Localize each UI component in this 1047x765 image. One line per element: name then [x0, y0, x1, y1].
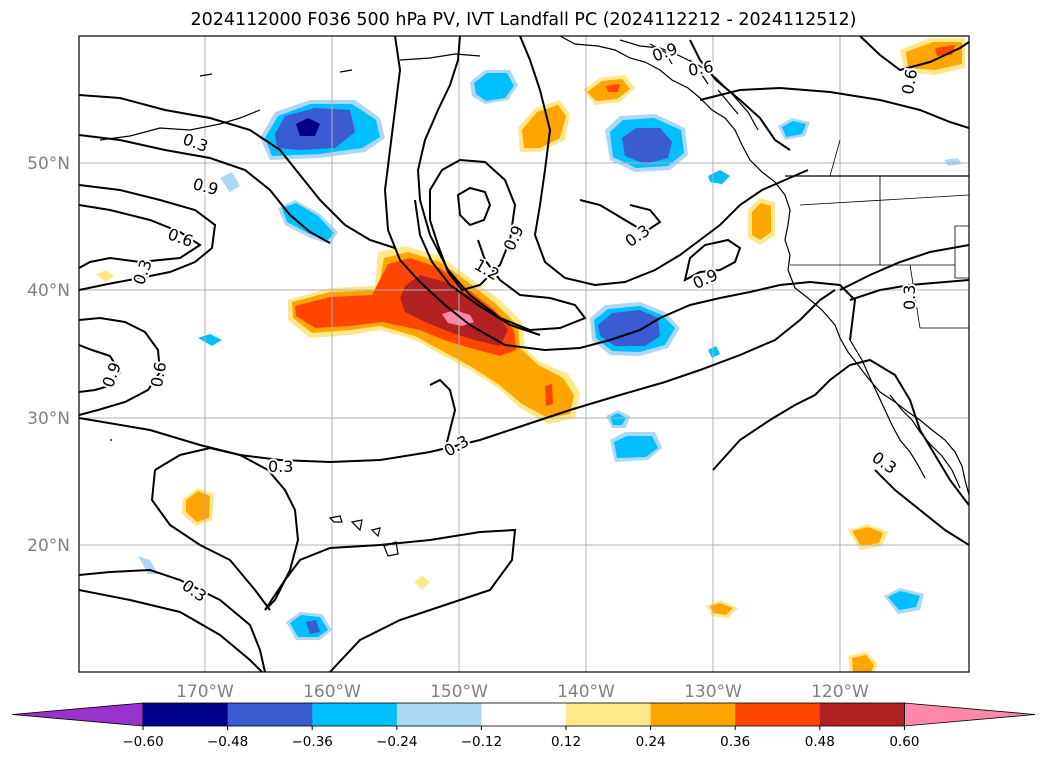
colorbar-bin	[819, 703, 905, 726]
colorbar-tick-label: 0.48	[805, 734, 835, 750]
colorbar-tick-label: −0.36	[292, 734, 333, 750]
colorbar-bin	[481, 703, 567, 726]
lat-label: 50°N	[27, 154, 70, 174]
contour-label: 0.3	[268, 457, 293, 476]
colorbar-tick-label: −0.12	[461, 734, 502, 750]
colorbar-bin	[566, 703, 652, 726]
colorbar-bin	[650, 703, 736, 726]
coastlines	[99, 36, 969, 557]
pv-contours	[79, 36, 969, 672]
colorbar-outline	[142, 702, 905, 727]
colorbar-tick-label: 0.24	[636, 734, 666, 750]
colorbar-tick-label: −0.48	[207, 734, 248, 750]
colorbar-bin	[396, 703, 482, 726]
longitude-labels: 170°W 160°W 150°W 140°W 130°W 120°W	[176, 682, 869, 702]
contour-label: 0.3	[900, 285, 919, 310]
negative-patches	[138, 70, 962, 640]
colorbar-tick-label: 0.60	[889, 734, 919, 750]
lon-label: 170°W	[176, 682, 234, 702]
lat-label: 30°N	[27, 409, 70, 429]
colorbar-bin	[227, 703, 313, 726]
colorbar-bin	[312, 703, 398, 726]
gridlines	[79, 36, 969, 672]
colorbar-extend-low	[11, 702, 144, 727]
colorbar-tick-label: 0.12	[551, 734, 581, 750]
lon-label: 120°W	[811, 682, 869, 702]
positive-patches	[96, 38, 965, 672]
map-border	[78, 35, 970, 673]
lon-label: 150°W	[430, 682, 488, 702]
map-title: 2024112000 F036 500 hPa PV, IVT Landfall…	[190, 10, 857, 30]
colorbar-tick-label: −0.24	[376, 734, 417, 750]
colorbar-tick-label: −0.60	[122, 734, 163, 750]
lon-label: 130°W	[684, 682, 742, 702]
lon-label: 140°W	[557, 682, 615, 702]
colorbar-extend-high	[904, 702, 1036, 727]
colorbar-bin	[143, 703, 229, 726]
latitude-labels: 50°N 40°N 30°N 20°N	[27, 154, 70, 556]
lat-label: 20°N	[27, 536, 70, 556]
colorbar: −0.60 −0.48 −0.36 −0.24 −0.12 0.12 0.24 0.36 0.4…	[11, 702, 1036, 750]
lon-label: 160°W	[303, 682, 361, 702]
lat-label: 40°N	[27, 281, 70, 301]
colorbar-bin	[735, 703, 821, 726]
colorbar-tick-label: 0.36	[720, 734, 750, 750]
